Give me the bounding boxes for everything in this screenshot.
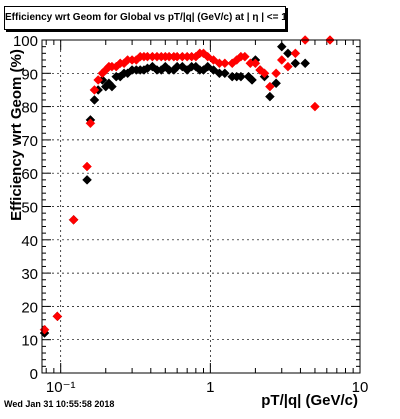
data-point [85, 118, 96, 129]
x-tick-label: 10 [352, 379, 369, 396]
data-point [89, 85, 100, 95]
y-tick-label: 30 [21, 266, 38, 283]
data-point [107, 81, 117, 92]
y-tick-label: 50 [21, 200, 38, 217]
data-point [93, 75, 104, 85]
y-tick-label: 80 [21, 100, 38, 117]
data-point [52, 311, 63, 322]
data-point [82, 161, 92, 172]
data-point [310, 101, 320, 112]
data-point [290, 58, 301, 69]
y-axis-label: Efficiency wrt Geom (%) [8, 49, 25, 221]
y-tick-label: 20 [21, 299, 38, 316]
data-point [208, 55, 219, 65]
data-point [247, 75, 257, 85]
data-point [283, 48, 293, 59]
data-point [283, 61, 293, 72]
plot-frame [41, 39, 361, 374]
data-point [271, 68, 281, 79]
data-point [290, 48, 301, 59]
data-point [236, 71, 246, 82]
data-point [276, 41, 287, 52]
data-point [271, 78, 281, 89]
y-tick-label: 60 [21, 166, 38, 183]
y-tick-label: 70 [21, 133, 38, 150]
y-tick-label: 100 [13, 33, 38, 50]
chart-title: Efficiency wrt Geom for Global vs pT/|q|… [4, 6, 286, 30]
grid-layer [42, 40, 360, 373]
y-tick-label: 0 [30, 366, 38, 383]
data-point [250, 58, 261, 69]
y-tick-label: 40 [21, 233, 38, 250]
data-point [259, 68, 270, 79]
axis-layer: 0 10 20 30 40 50 60 70 80 90 100 10⁻¹ 1 10 [13, 33, 368, 396]
data-point [265, 91, 275, 102]
y-tick-label: 10 [21, 333, 38, 350]
x-axis-label: pT/|q| (GeV/c) [261, 392, 358, 409]
data-point [89, 95, 100, 105]
footer-timestamp: Wed Jan 31 10:55:58 2018 [4, 399, 115, 409]
data-point [219, 68, 230, 79]
data-point [219, 58, 230, 69]
series-1 [39, 35, 335, 335]
data-point [68, 214, 79, 225]
data-point [239, 51, 250, 62]
data-point [265, 81, 275, 92]
data-point [300, 58, 311, 69]
x-tick-label: 10⁻¹ [46, 379, 76, 396]
series-layer [39, 35, 335, 338]
y-tick-label: 90 [21, 66, 38, 83]
data-point [276, 55, 287, 65]
data-point [82, 175, 92, 185]
x-tick-label: 1 [206, 379, 214, 396]
